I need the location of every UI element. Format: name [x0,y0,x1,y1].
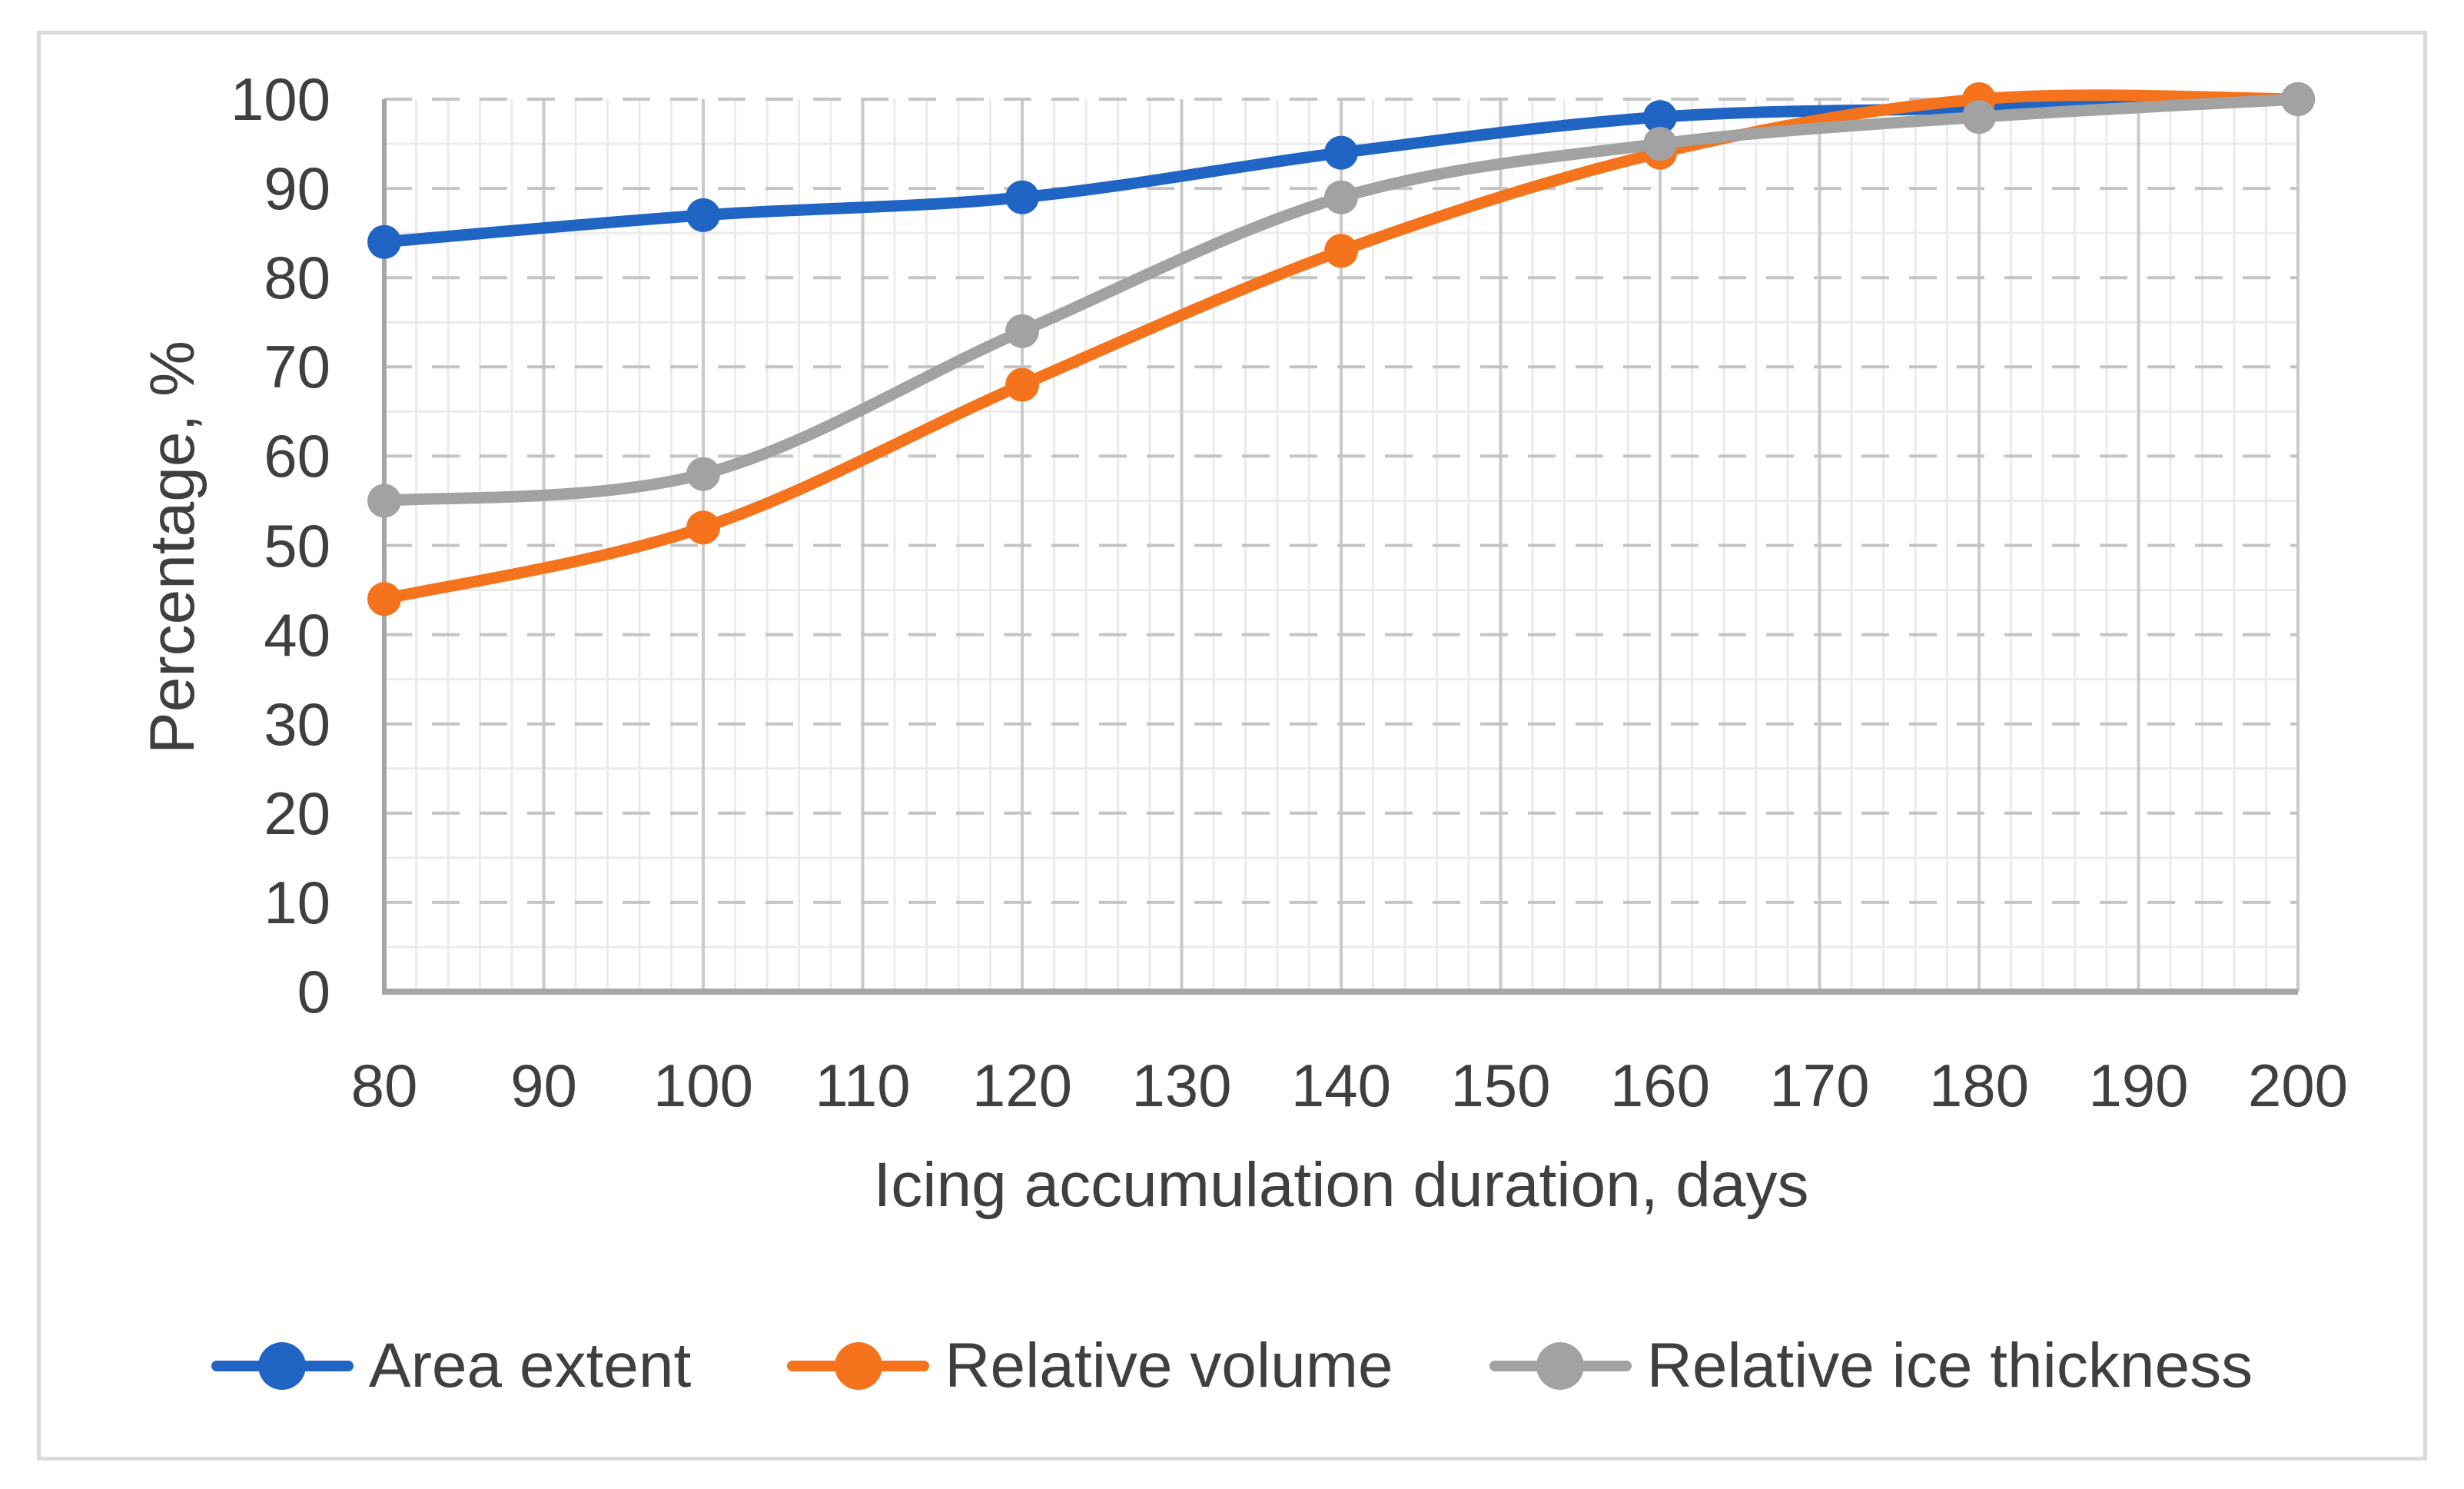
y-tick-label: 80 [264,244,330,312]
legend-marker-circle-icon [1536,1342,1585,1390]
chart-legend: Area extent Relative volume Relative ice t… [0,1324,2464,1408]
legend-marker-line [1489,1342,1632,1390]
data-point-marker [1324,180,1358,214]
data-point-marker [1005,367,1039,402]
x-tick-label: 80 [350,1052,418,1119]
y-tick-label: 60 [264,422,330,490]
y-tick-label: 50 [264,511,330,580]
x-tick-label: 130 [1131,1052,1232,1119]
data-point-marker [367,582,401,617]
legend-item-0: Area extent [211,1330,691,1402]
y-tick-label: 70 [264,333,330,401]
legend-label: Relative ice thickness [1646,1331,2253,1401]
data-point-marker [686,198,720,232]
data-point-marker [1643,100,1677,135]
data-point-marker [1324,135,1358,170]
x-tick-label: 200 [2247,1052,2349,1119]
data-point-marker [1005,314,1039,348]
data-point-marker [1643,127,1677,161]
x-axis-title: Icing accumulation duration, days [873,1150,1809,1220]
x-tick-label: 160 [1609,1052,1711,1119]
legend-label: Area extent [368,1331,692,1401]
y-tick-label: 20 [264,779,330,847]
figure-border [37,31,2427,1461]
legend-item-1: Relative volume [787,1330,1393,1402]
x-tick-label: 180 [1928,1052,2030,1119]
data-point-marker [2281,82,2315,116]
x-tick-label: 150 [1450,1052,1551,1119]
legend-label: Relative volume [945,1331,1393,1401]
data-point-marker [686,457,720,491]
x-tick-label: 110 [815,1052,911,1119]
legend-marker-circle-icon [258,1342,307,1390]
legend-marker-circle-icon [834,1342,882,1390]
x-tick-label: 140 [1290,1052,1392,1119]
y-tick-label: 40 [264,600,330,669]
y-tick-label: 90 [264,155,330,223]
data-point-marker [1005,180,1039,214]
x-tick-label: 190 [2088,1052,2189,1119]
x-tick-label: 100 [653,1052,754,1119]
x-tick-label: 170 [1769,1052,1870,1119]
plot-area [367,82,2315,995]
data-point-marker [367,224,401,259]
data-point-marker [1962,100,1996,135]
data-point-marker [367,484,401,518]
legend-marker-line [787,1342,930,1390]
legend-marker-line [211,1342,354,1390]
y-tick-label: 30 [264,690,330,758]
y-tick-label: 100 [230,65,330,133]
data-point-marker [1324,234,1358,268]
data-point-marker [686,510,720,545]
x-tick-label: 90 [510,1052,577,1119]
x-tick-label: 120 [971,1052,1073,1119]
y-tick-label: 0 [297,958,330,1025]
y-tick-label: 10 [264,868,330,936]
legend-item-2: Relative ice thickness [1489,1330,2253,1402]
